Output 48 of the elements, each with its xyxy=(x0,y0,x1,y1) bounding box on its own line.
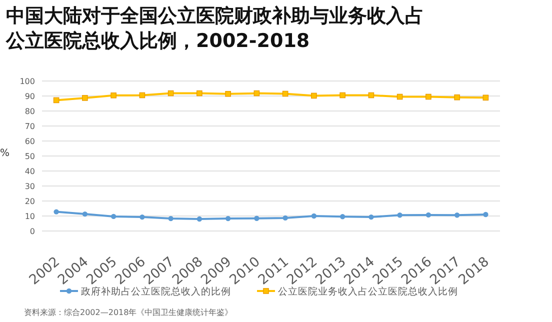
point xyxy=(454,94,460,100)
y-tick-label: 30 xyxy=(24,182,35,191)
point xyxy=(140,214,145,220)
y-tick-label: 80 xyxy=(24,107,35,116)
text: 资料来源：综合2002—2018年《中国卫生健康统计年鉴》 xyxy=(24,308,233,317)
point xyxy=(82,95,88,101)
chart-title: 中国大陆对于全国公立医院财政补助与业务收入占公立医院总收入比例，2002-2018 xyxy=(5,5,424,52)
point xyxy=(311,92,317,99)
point xyxy=(139,92,146,98)
point xyxy=(454,212,460,218)
point xyxy=(168,90,174,96)
y-tick-label: 100 xyxy=(20,77,35,86)
y-tick-label: 70 xyxy=(24,122,35,131)
y-tick-label: 0 xyxy=(30,227,35,236)
point xyxy=(196,90,202,96)
point xyxy=(368,92,374,98)
legend-label: 政府补助占公立医院总收入的比例 xyxy=(81,286,231,298)
point xyxy=(282,90,288,97)
point xyxy=(340,92,346,98)
point xyxy=(54,209,59,214)
point xyxy=(282,215,288,221)
y-tick-label: 50 xyxy=(24,152,35,161)
y-tick-label: 10 xyxy=(24,212,35,221)
point xyxy=(426,212,432,218)
y-axis-title: % xyxy=(0,148,10,159)
point xyxy=(254,90,260,96)
point xyxy=(368,214,374,220)
point xyxy=(53,97,60,104)
y-tick-label: 40 xyxy=(24,167,35,176)
point xyxy=(168,216,174,222)
y-tick-label: 60 xyxy=(24,137,35,146)
point xyxy=(82,211,88,217)
point xyxy=(483,212,488,218)
point xyxy=(482,94,489,101)
point xyxy=(254,216,260,221)
legend-label: 公立医院业务收入占公立医院总收入比例 xyxy=(278,286,458,298)
point xyxy=(196,216,202,222)
point xyxy=(311,213,317,219)
y-tick-label: 90 xyxy=(24,92,35,101)
point xyxy=(225,91,231,97)
point xyxy=(426,94,432,100)
y-tick-label: 20 xyxy=(24,197,35,206)
point xyxy=(225,216,231,222)
point xyxy=(110,92,116,98)
point xyxy=(340,214,346,220)
point xyxy=(110,214,116,220)
point xyxy=(397,212,402,218)
point xyxy=(396,94,403,100)
